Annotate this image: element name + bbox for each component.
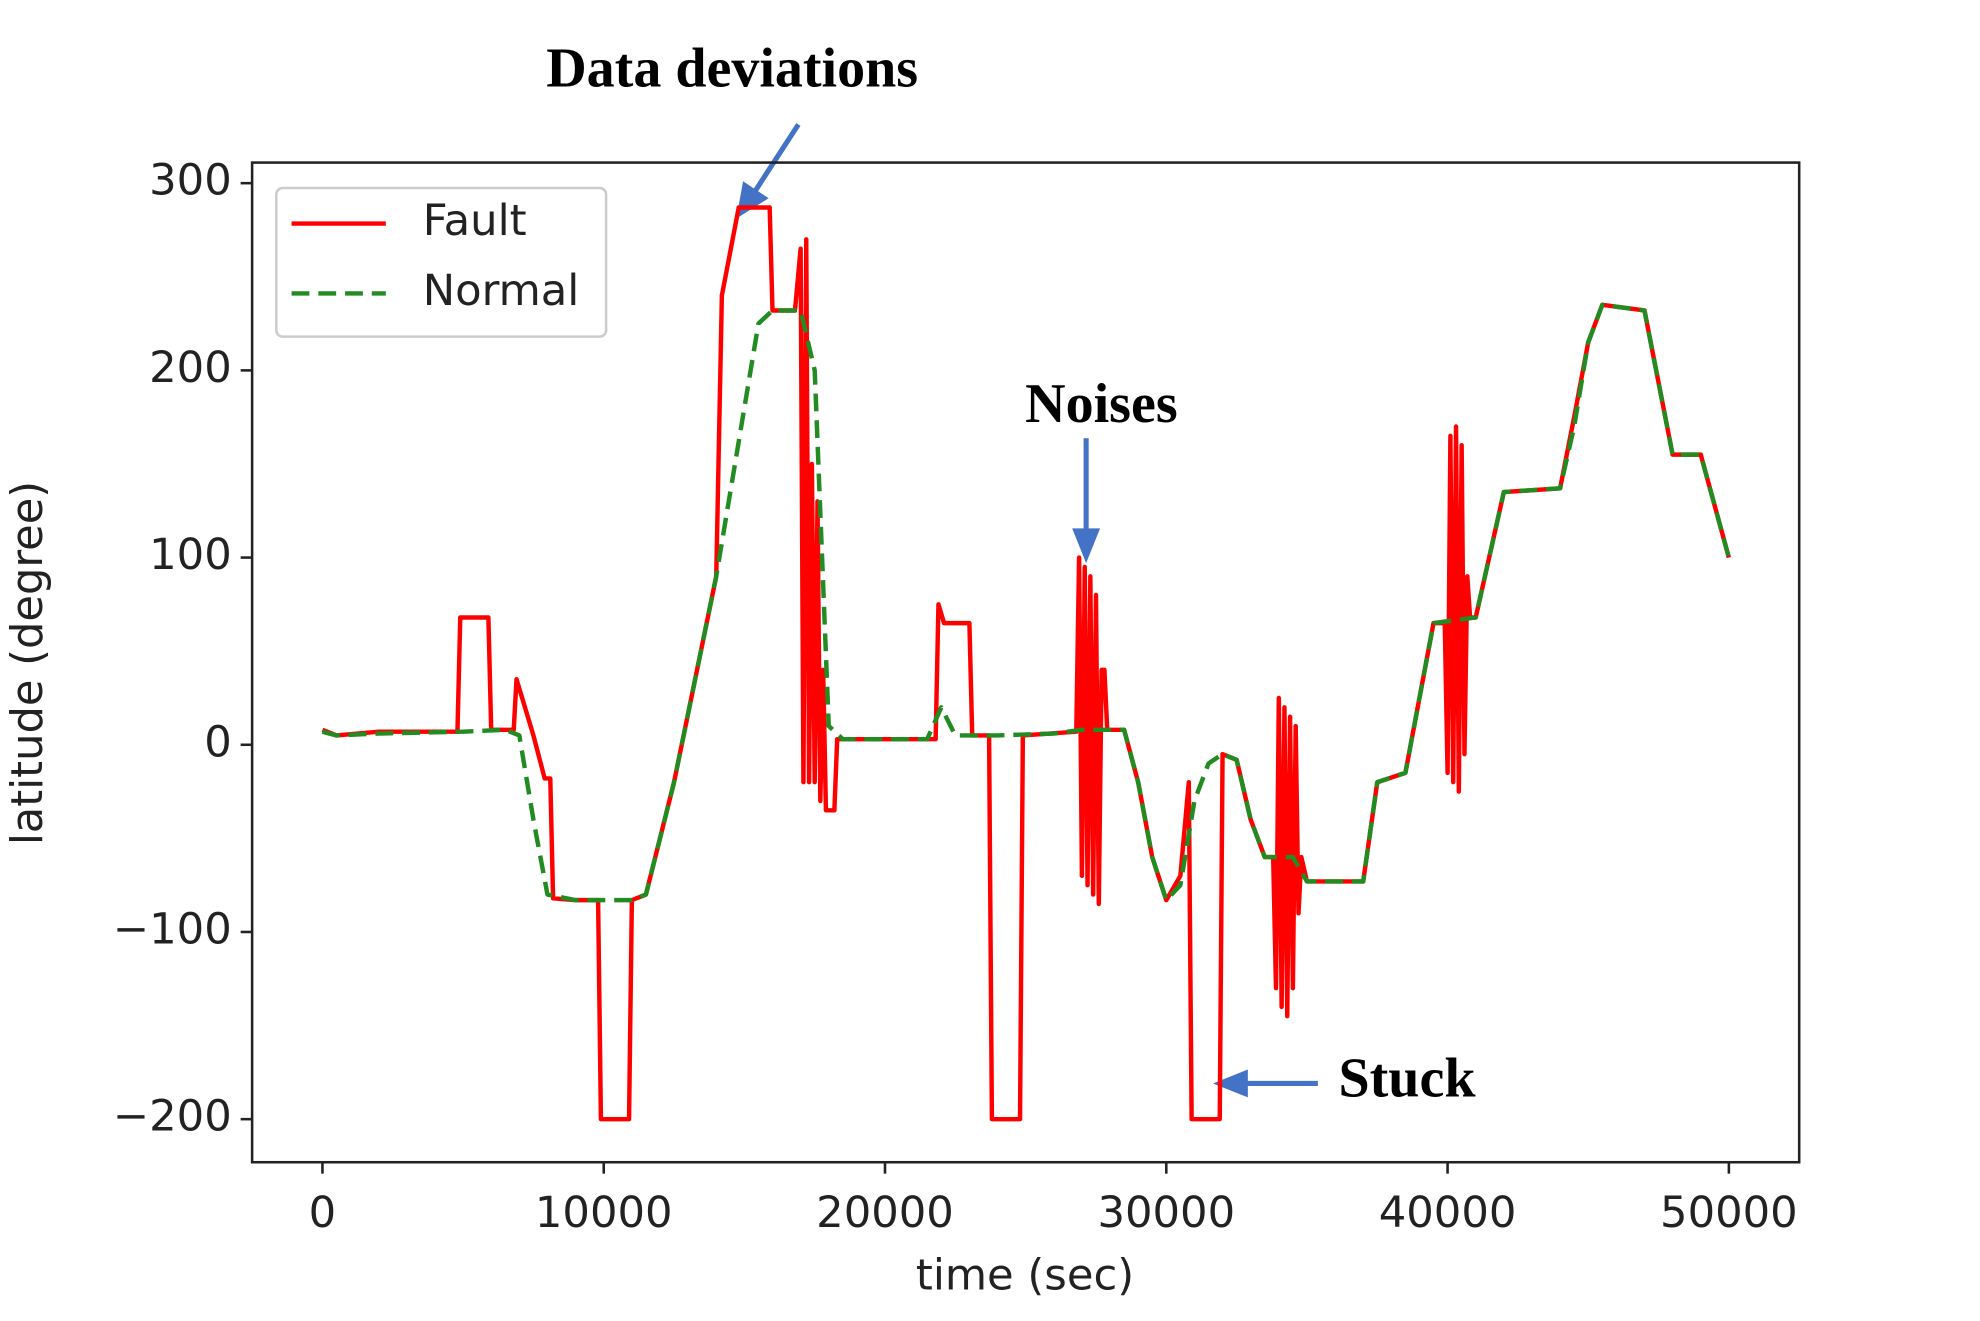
arrowhead [1212, 1069, 1248, 1098]
x-axis-label: time (sec) [916, 1250, 1134, 1300]
x-tick-label: 30000 [1097, 1188, 1235, 1238]
arrowhead [1072, 528, 1101, 564]
x-tick-label: 20000 [816, 1188, 954, 1238]
series-line [321, 205, 1732, 1122]
y-tick-label: −100 [113, 905, 232, 955]
x-tick-label: 50000 [1660, 1188, 1798, 1238]
x-tick-label: 0 [309, 1188, 337, 1238]
y-tick-label: 0 [204, 717, 232, 767]
y-tick-label: 100 [149, 530, 232, 580]
y-tick-label: 200 [149, 343, 232, 393]
y-tick-label: 300 [149, 156, 232, 206]
annotation-arrows [736, 123, 1318, 1098]
legend-label: Fault [423, 196, 527, 246]
annotation: Noises [1025, 373, 1177, 435]
series-line [321, 302, 1732, 903]
plot-frame [250, 161, 1801, 1164]
annotation: Data deviations [546, 38, 918, 100]
x-tick-label: 40000 [1379, 1188, 1517, 1238]
x-tick-label: 10000 [535, 1188, 673, 1238]
annotation: Stuck [1339, 1047, 1477, 1109]
y-axis-label: latitude (degree) [3, 481, 53, 845]
y-tick-label: −200 [113, 1092, 232, 1142]
arrow [751, 123, 801, 195]
legend-label: Normal [423, 266, 580, 316]
